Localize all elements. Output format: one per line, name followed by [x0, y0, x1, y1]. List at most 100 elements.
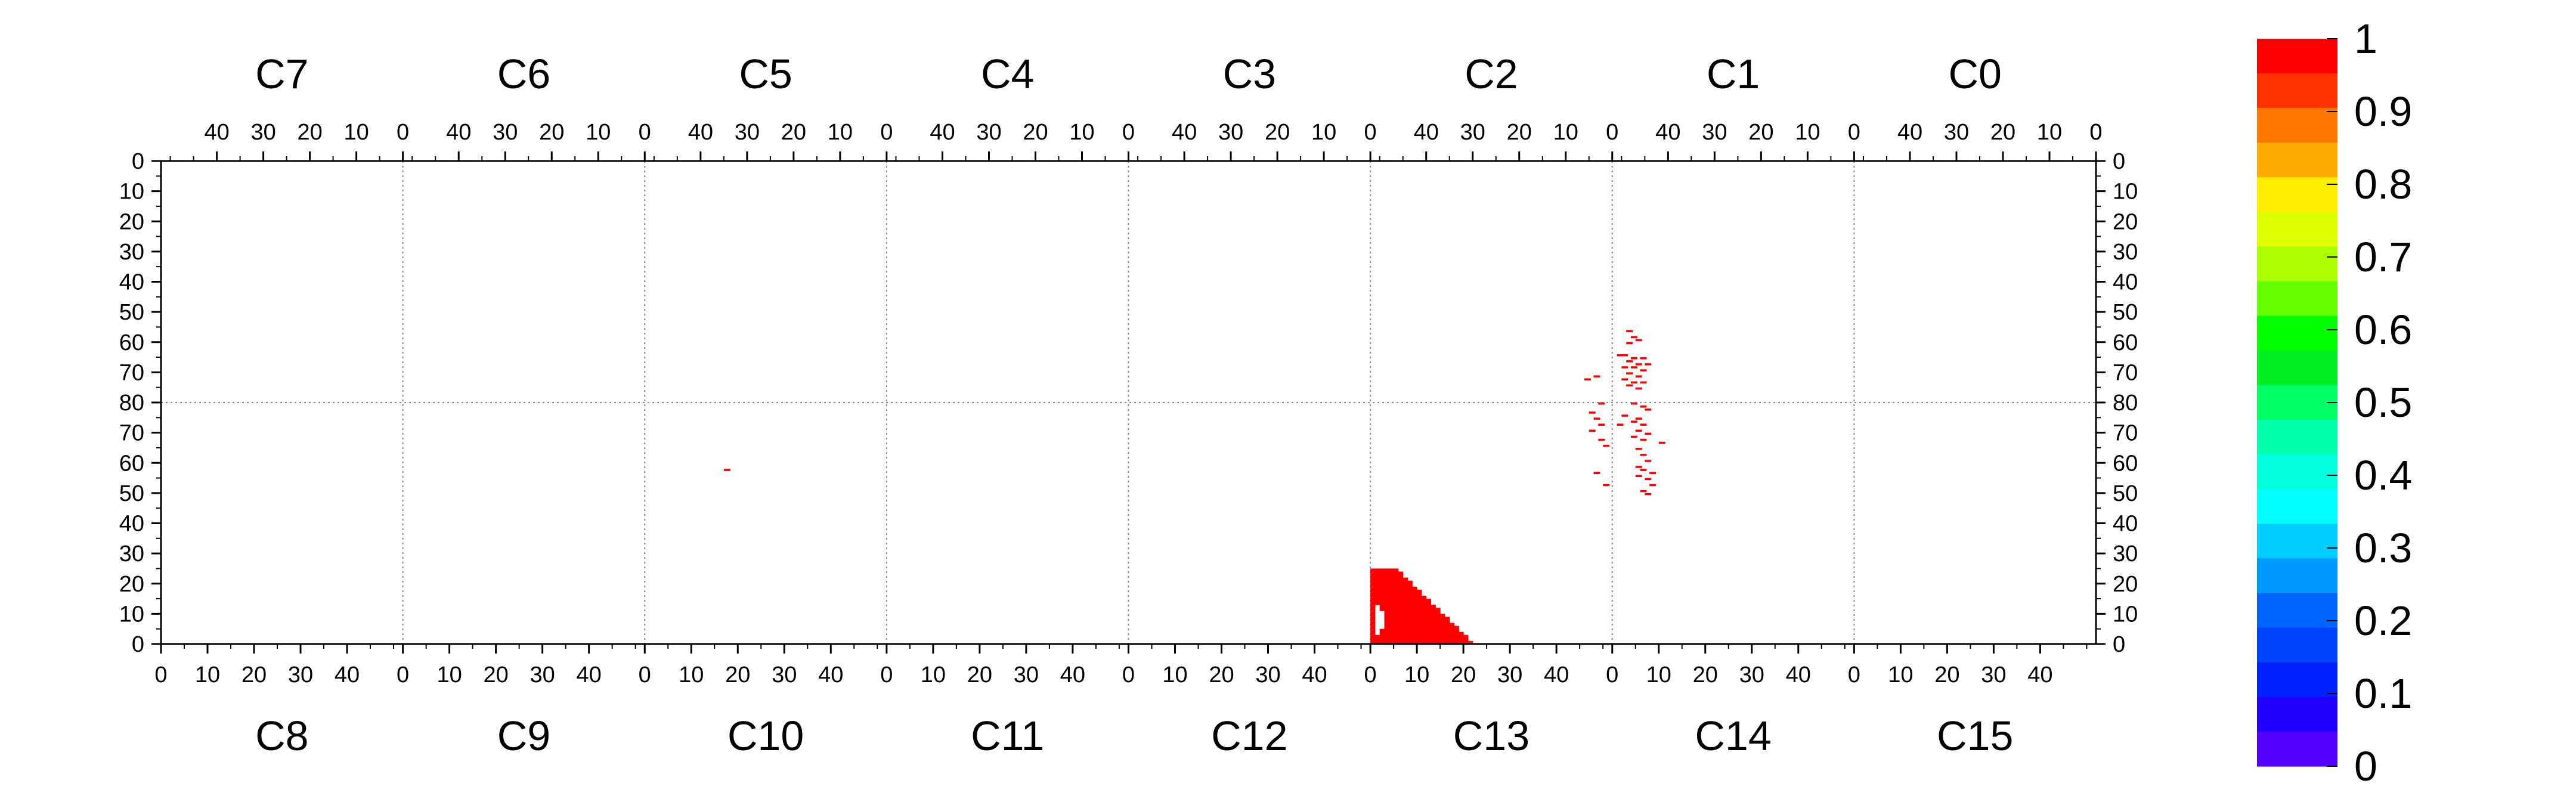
hit-pixel	[1417, 617, 1422, 620]
hit-pixel	[1440, 614, 1445, 617]
right-y-tick-label: 40	[2113, 270, 2138, 295]
hit-pixel	[1384, 568, 1389, 572]
hit-pixel	[1454, 631, 1459, 636]
right-y-tick-label: 70	[2113, 421, 2138, 446]
colorbar-segment	[2257, 177, 2337, 213]
hit-pixel	[1402, 577, 1408, 581]
hit-pixel	[1407, 637, 1413, 642]
top-x-tick-label: 0	[1606, 120, 1618, 145]
colorbar-segment	[2257, 39, 2337, 74]
hit-pixel	[1398, 634, 1404, 639]
hit-pixel	[1426, 617, 1432, 620]
hit-pixel	[1459, 637, 1464, 642]
left-y-tick-label: 20	[119, 209, 144, 234]
hit-pixel	[1417, 605, 1422, 608]
hit-pixel	[1394, 596, 1399, 599]
hit-pixel	[1398, 617, 1404, 620]
colorbar-segment	[2257, 281, 2337, 317]
left-y-tick-label: 50	[119, 300, 144, 325]
bottom-x-tick-label: 20	[725, 662, 750, 688]
hit-pixel	[1435, 631, 1441, 636]
hit-pixel	[1379, 586, 1385, 590]
hit-pixel	[1440, 626, 1445, 630]
hit-pixel	[1598, 402, 1605, 405]
top-x-tick-label: 0	[639, 120, 651, 145]
hit-pixel	[1394, 626, 1399, 630]
bottom-x-tick-label: 20	[967, 662, 992, 688]
chip-label-c4: C4	[981, 51, 1034, 97]
hit-pixel	[1463, 634, 1469, 639]
top-x-tick-label: 20	[1023, 120, 1048, 145]
hit-pixel	[1645, 493, 1652, 496]
hit-pixel	[1412, 628, 1417, 633]
chip-label-c6: C6	[497, 51, 550, 97]
hit-pixel	[1421, 605, 1427, 608]
hit-pixel	[1398, 631, 1404, 636]
hit-pixel	[1426, 634, 1432, 639]
top-x-tick-label: 20	[539, 120, 564, 145]
chip-label-c12: C12	[1211, 713, 1287, 759]
hit-pixel	[1426, 631, 1432, 636]
hit-pixel	[1645, 363, 1652, 366]
hit-pixel	[1412, 614, 1417, 617]
hit-pixel	[1407, 583, 1413, 587]
chip-label-c11: C11	[971, 713, 1044, 759]
colorbar-segment	[2257, 593, 2337, 628]
hit-pixel	[1593, 375, 1600, 377]
hit-pixel	[1626, 342, 1633, 345]
hit-pixel	[1630, 336, 1637, 339]
hit-pixel	[1398, 637, 1404, 642]
hit-pixel	[1379, 589, 1385, 593]
bottom-x-tick-label: 20	[1693, 662, 1718, 688]
bottom-x-tick-label: 20	[1451, 662, 1476, 688]
hit-pixel	[1635, 363, 1642, 366]
hit-pixel	[1384, 631, 1389, 636]
chip-label-c0: C0	[1948, 51, 2001, 97]
hit-pixel	[1431, 640, 1436, 645]
bottom-x-tick-label: 30	[1981, 662, 2006, 688]
left-y-tick-label: 10	[119, 602, 144, 627]
hit-pixel	[1394, 568, 1399, 572]
hit-pixel	[1421, 620, 1427, 624]
bottom-x-tick-label: 10	[1162, 662, 1187, 688]
hit-pixel	[1407, 592, 1413, 596]
chip-label-c8: C8	[255, 713, 308, 759]
hit-pixel	[1384, 634, 1389, 639]
hit-pixel	[1417, 637, 1422, 642]
hit-pixel	[1417, 626, 1422, 630]
right-y-tick-label: 10	[2113, 602, 2138, 627]
hit-pixel	[1440, 617, 1445, 620]
hit-pixel	[1394, 586, 1399, 590]
bottom-x-tick-label: 10	[1646, 662, 1671, 688]
hit-pixel	[1630, 366, 1637, 369]
hit-pixel	[1370, 568, 1376, 572]
top-x-tick-label: 0	[1848, 120, 1860, 145]
hit-pixel	[1374, 574, 1380, 578]
hit-pixel	[1412, 620, 1417, 624]
hit-pixel	[1589, 411, 1596, 414]
hit-pixel	[1402, 631, 1408, 636]
colorbar-tick-label: 0.1	[2354, 670, 2412, 717]
hit-pixel	[1444, 631, 1450, 636]
hit-pixel	[1431, 620, 1436, 624]
chip-label-c2: C2	[1465, 51, 1518, 97]
hit-pixel	[1463, 637, 1469, 642]
hit-pixel	[1407, 596, 1413, 599]
hit-pixel	[1440, 631, 1445, 636]
hit-pixel	[1374, 577, 1380, 581]
hit-pixel	[1398, 592, 1404, 596]
hit-pixel	[1630, 435, 1637, 438]
hit-pixel	[1454, 634, 1459, 639]
hit-pixel	[1370, 634, 1376, 639]
hit-pixel	[1658, 441, 1665, 444]
hit-pixel	[1398, 577, 1404, 581]
right-y-tick-label: 70	[2113, 360, 2138, 385]
bottom-x-tick-label: 30	[772, 662, 797, 688]
hit-pixel	[1640, 369, 1647, 371]
hit-pixel	[1435, 608, 1441, 611]
top-x-tick-label: 10	[343, 120, 369, 145]
hit-pixel	[1435, 617, 1441, 620]
top-x-tick-label: 30	[1702, 120, 1727, 145]
bottom-x-tick-label: 30	[288, 662, 313, 688]
hit-pixel	[1389, 620, 1394, 624]
